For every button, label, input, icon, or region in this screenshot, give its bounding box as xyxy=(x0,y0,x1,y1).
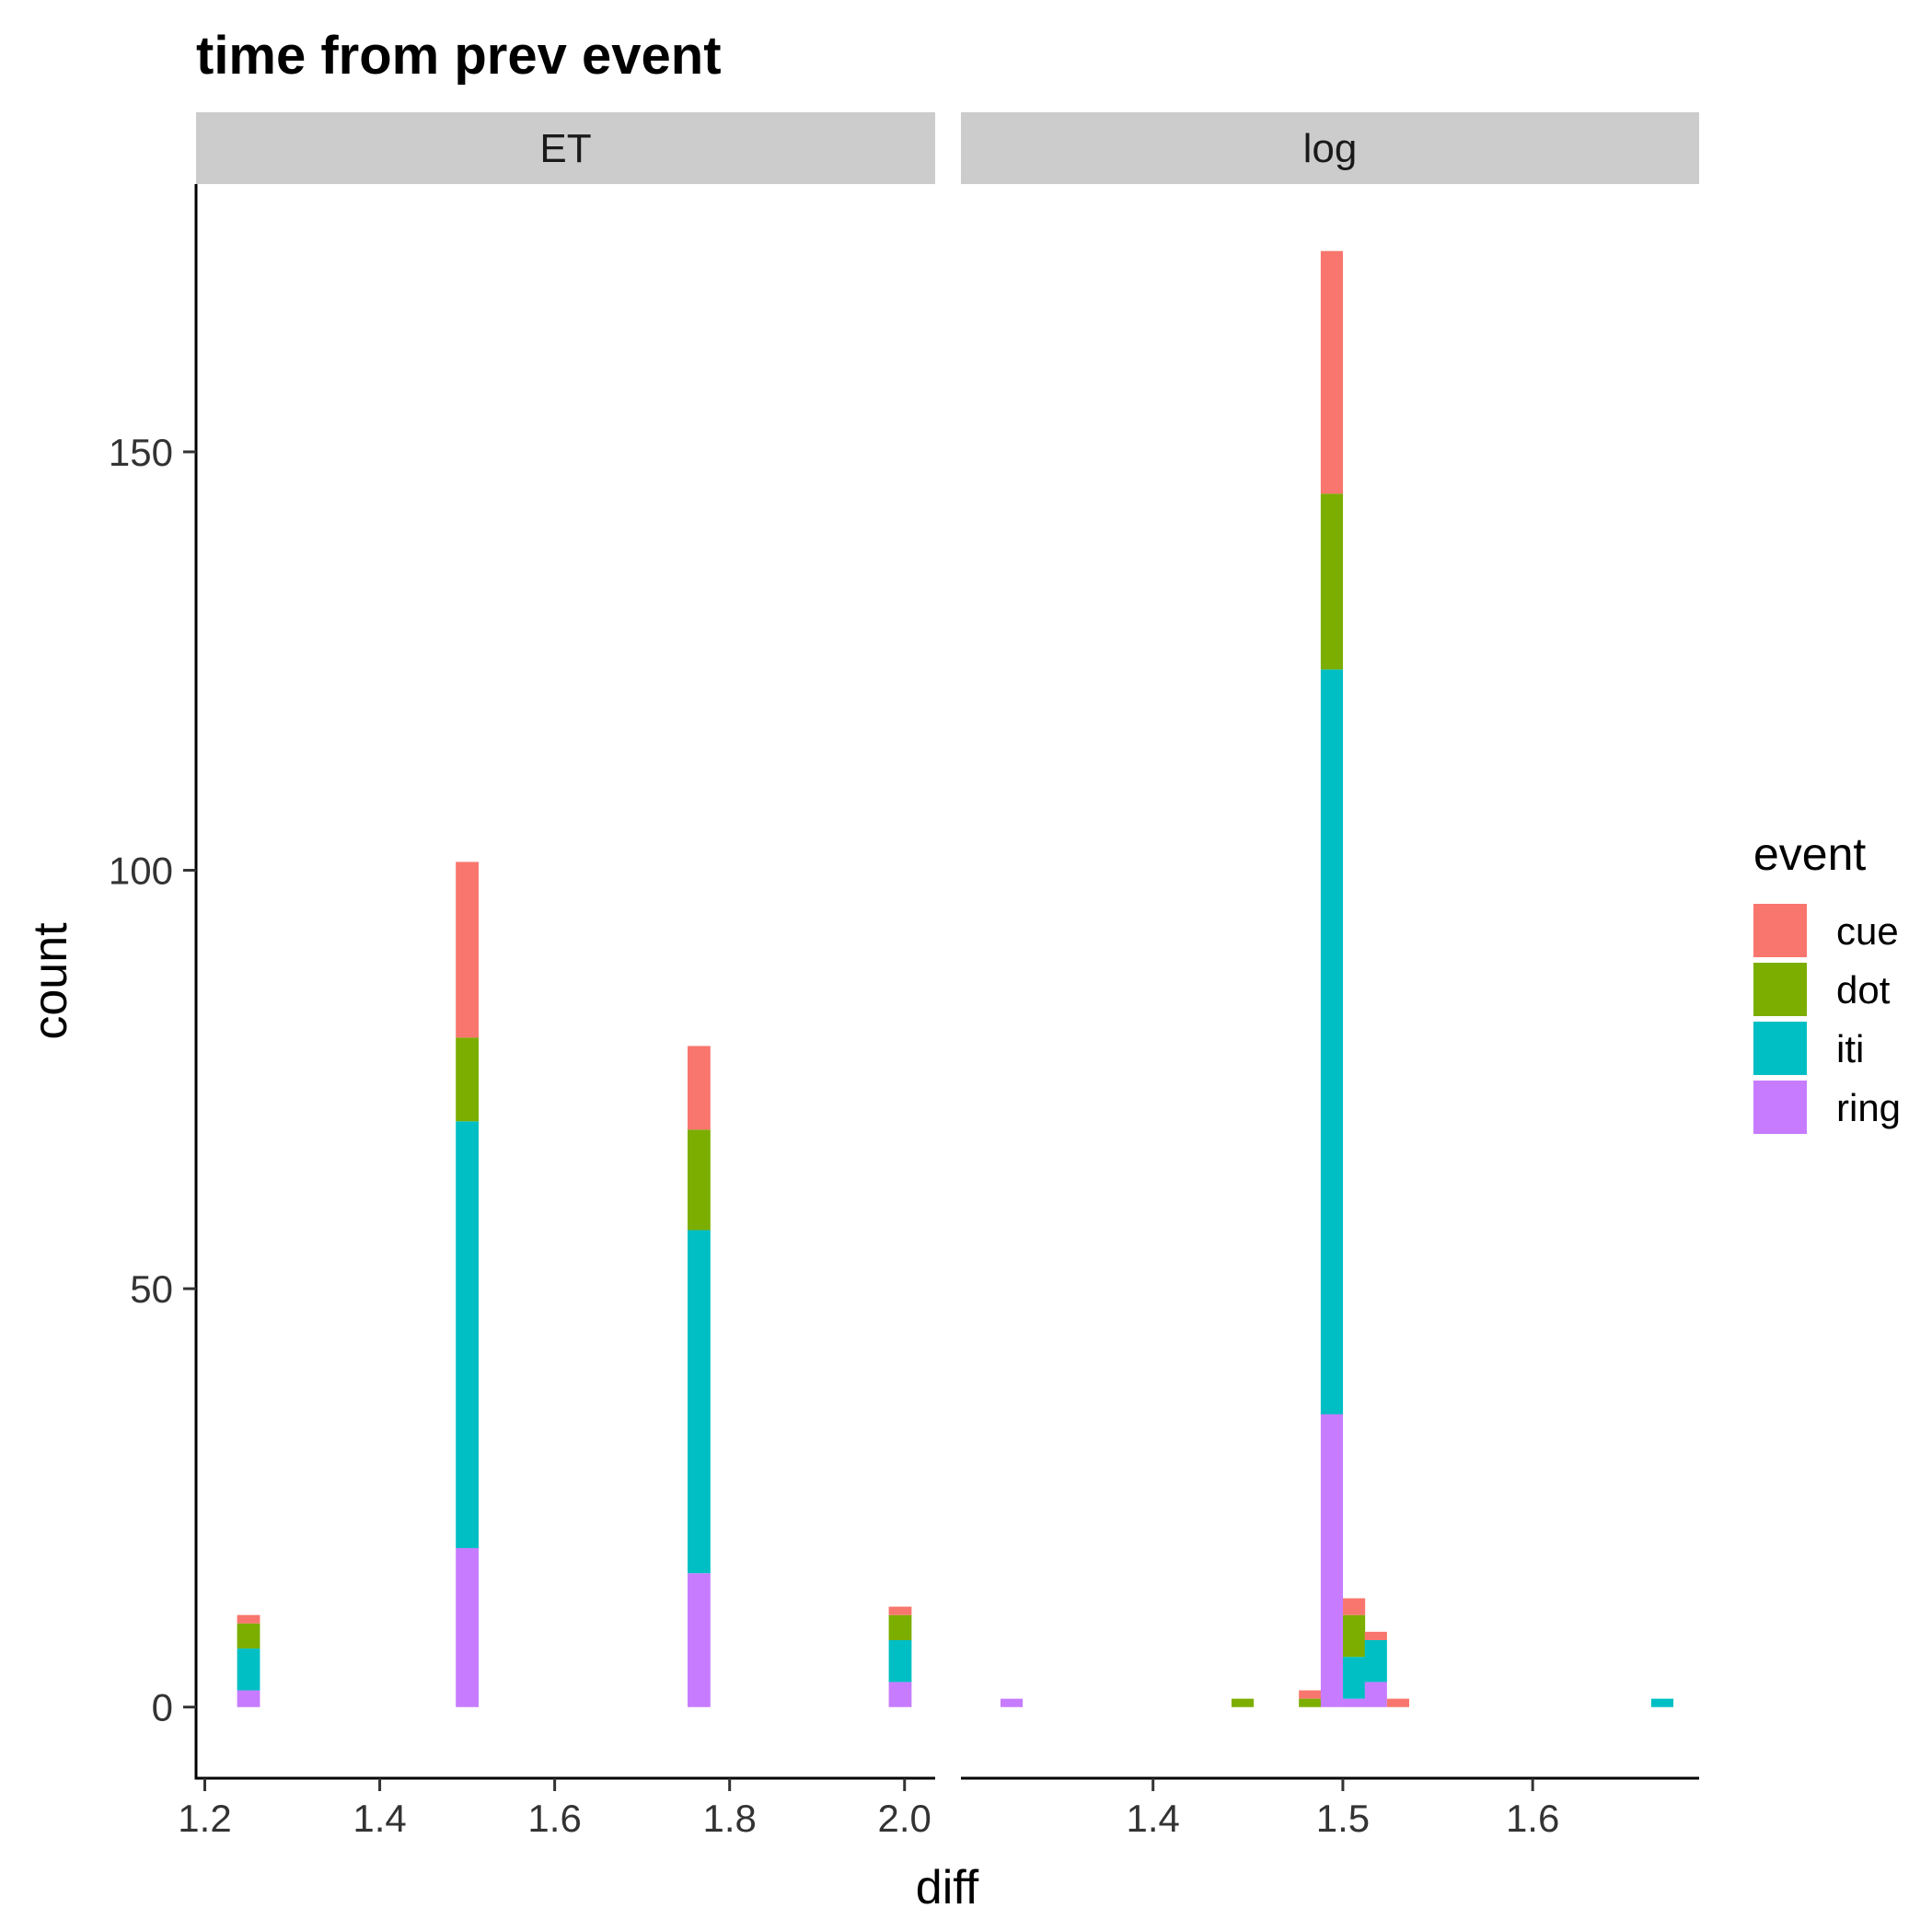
bar-log-5-iti xyxy=(1364,1639,1387,1682)
bar-et-3-cue xyxy=(888,1606,912,1615)
strip-et xyxy=(196,112,935,184)
bar-log-1-dot xyxy=(1231,1698,1255,1707)
bar-log-3-dot xyxy=(1320,493,1344,670)
x-tick-label-et-0: 1.2 xyxy=(178,1797,231,1840)
bar-et-2-dot xyxy=(688,1129,711,1231)
bar-log-3-ring xyxy=(1320,1414,1344,1707)
x-tick-label-log-0: 1.4 xyxy=(1127,1797,1180,1840)
bar-et-1-cue xyxy=(456,861,479,1038)
x-tick-label-et-2: 1.6 xyxy=(527,1797,581,1840)
bar-et-0-cue xyxy=(237,1614,260,1624)
y-tick-label-1: 50 xyxy=(130,1267,173,1311)
x-axis-title: diff xyxy=(916,1861,979,1914)
legend-label-ring: ring xyxy=(1836,1086,1901,1129)
bar-et-3-iti xyxy=(888,1639,912,1682)
legend-title: event xyxy=(1753,828,1866,880)
bar-et-0-dot xyxy=(237,1623,260,1649)
bar-log-3-iti xyxy=(1320,669,1344,1415)
bar-log-0-ring xyxy=(1001,1698,1024,1707)
bar-log-7-iti xyxy=(1650,1698,1674,1707)
y-tick-label-0: 0 xyxy=(152,1686,173,1729)
bar-log-4-iti xyxy=(1343,1657,1366,1699)
bar-et-3-ring xyxy=(888,1682,912,1707)
axes-log: 1.4 1.5 1.6 xyxy=(961,1776,1699,1840)
bar-et-1-ring xyxy=(456,1547,479,1707)
legend-key-cue xyxy=(1753,904,1807,957)
bar-et-0-ring xyxy=(237,1690,260,1707)
legend: event cue dot iti ring xyxy=(1753,828,1901,1134)
x-tick-label-log-2: 1.6 xyxy=(1506,1797,1559,1840)
y-axis: 0 50 100 150 xyxy=(109,184,198,1780)
strip-log xyxy=(961,112,1699,184)
bar-log-3-cue xyxy=(1320,250,1344,494)
axes-et: 1.2 1.4 1.6 1.8 2.0 xyxy=(178,1776,935,1840)
legend-key-dot xyxy=(1753,963,1807,1016)
strip-label-et: ET xyxy=(539,126,591,171)
panel-et: ET 1.2 1.4 1.6 1.8 2.0 xyxy=(178,112,935,1840)
bar-et-2-iti xyxy=(688,1230,711,1574)
legend-label-cue: cue xyxy=(1836,909,1899,953)
x-tick-label-et-4: 2.0 xyxy=(878,1797,931,1840)
legend-label-dot: dot xyxy=(1836,968,1891,1012)
bar-log-6-cue xyxy=(1386,1698,1409,1707)
x-tick-label-et-1: 1.4 xyxy=(353,1797,406,1840)
bar-log-5-ring xyxy=(1364,1682,1387,1707)
bar-et-2-cue xyxy=(688,1046,711,1130)
legend-items: cue dot iti ring xyxy=(1753,904,1901,1134)
bar-log-2-cue xyxy=(1299,1690,1322,1699)
y-tick-label-3: 150 xyxy=(109,431,173,474)
bar-log-4-cue xyxy=(1343,1598,1366,1615)
bar-et-1-iti xyxy=(456,1121,479,1548)
x-tick-label-et-3: 1.8 xyxy=(702,1797,756,1840)
panel-log: log 1.4 1.5 1.6 xyxy=(961,112,1699,1840)
bar-et-2-ring xyxy=(688,1573,711,1707)
bar-et-3-dot xyxy=(888,1614,912,1640)
bar-log-2-dot xyxy=(1299,1698,1322,1707)
y-axis-title: count xyxy=(24,922,77,1040)
bar-log-5-cue xyxy=(1364,1631,1387,1640)
bar-log-4-ring xyxy=(1343,1698,1366,1707)
bars-log xyxy=(1001,250,1674,1707)
chart-title: time from prev event xyxy=(196,26,722,86)
bars-et xyxy=(237,861,912,1707)
bar-et-0-iti xyxy=(237,1648,260,1691)
legend-key-ring xyxy=(1753,1081,1807,1134)
x-tick-label-log-1: 1.5 xyxy=(1316,1797,1370,1840)
legend-label-iti: iti xyxy=(1836,1027,1864,1070)
bar-et-1-dot xyxy=(456,1037,479,1122)
y-tick-label-2: 100 xyxy=(109,850,173,893)
legend-key-iti xyxy=(1753,1022,1807,1075)
strip-label-log: log xyxy=(1303,126,1358,171)
bar-log-4-dot xyxy=(1343,1614,1366,1658)
